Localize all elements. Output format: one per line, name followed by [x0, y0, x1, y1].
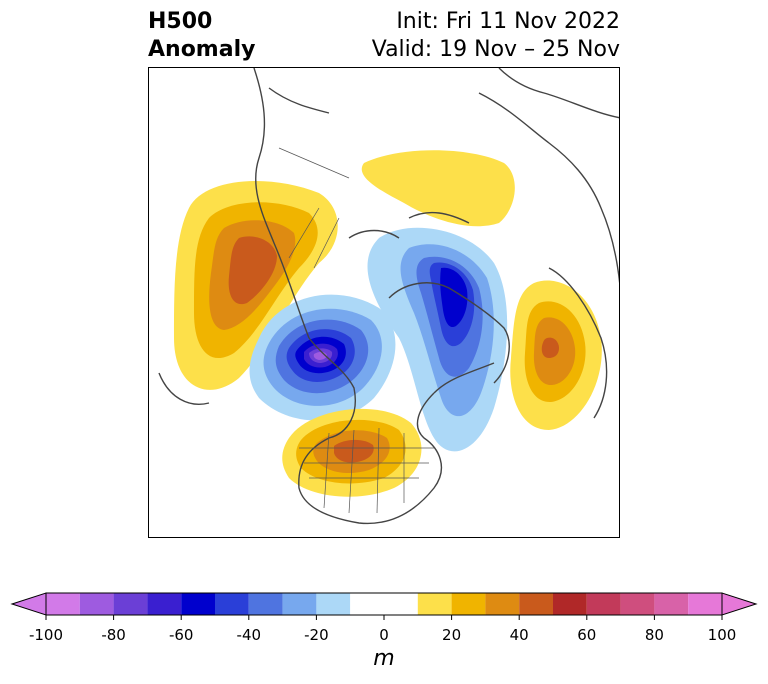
colorbar-tick-label: 100 [707, 626, 737, 644]
colorbar-bin [620, 593, 655, 615]
init-date: Init: Fri 11 Nov 2022 [396, 9, 620, 34]
colorbar-bin [215, 593, 249, 615]
colorbar-bin [316, 593, 351, 615]
colorbar-tick-label: -20 [304, 626, 329, 644]
colorbar-over-arrow [721, 592, 758, 616]
colorbar-bin [688, 593, 722, 615]
map-panel [148, 67, 620, 538]
colorbar-bin [417, 593, 452, 615]
colorbar-bin [451, 593, 486, 615]
colorbar-tick-label: 80 [644, 626, 664, 644]
colorbar [10, 592, 758, 620]
valid-range: Valid: 19 Nov – 25 Nov [371, 37, 620, 62]
title-variable: H500 [148, 9, 213, 34]
colorbar-bin [586, 593, 621, 615]
siberia-ridge [361, 150, 515, 227]
colorbar-tick-label: -80 [101, 626, 126, 644]
map-title: H500 Anomaly [148, 8, 255, 64]
colorbar-tick-label: -40 [236, 626, 262, 644]
state-borders [278, 147, 434, 514]
colorbar-bin [485, 593, 520, 615]
colorbar-bin [147, 593, 182, 615]
colorbar-tick-label: 0 [379, 626, 389, 644]
colorbar-units: m [373, 646, 395, 671]
colorbar-bin [654, 593, 689, 615]
colorbar-tick-label: -60 [168, 626, 194, 644]
colorbar-bin [282, 593, 317, 615]
colorbar-tick-label: -100 [28, 626, 64, 644]
colorbar-bins [46, 593, 722, 615]
colorbar-tick-label: 40 [509, 626, 529, 644]
title-anomaly: Anomaly [148, 37, 256, 62]
anomaly-map [158, 68, 619, 525]
colorbar-tick-label: 60 [577, 626, 597, 644]
western-canada-ridge [174, 181, 338, 390]
colorbar-bin [553, 593, 587, 615]
central-us-ridge [282, 408, 422, 497]
colorbar-tick-label: 20 [442, 626, 462, 644]
colorbar-bin [181, 593, 215, 615]
colorbar-bin [46, 593, 80, 615]
coastlines [158, 68, 619, 525]
colorbar-under-arrow [10, 592, 47, 616]
colorbar-bin [350, 593, 418, 615]
colorbar-bin [248, 593, 283, 615]
colorbar-bin [79, 593, 114, 615]
colorbar-bin [519, 593, 553, 615]
greenland-trough [367, 227, 508, 452]
scandinavia-ridge [510, 280, 602, 430]
map-subtitle: Init: Fri 11 Nov 2022 Valid: 19 Nov – 25… [372, 8, 620, 64]
colorbar-bin [113, 593, 148, 615]
